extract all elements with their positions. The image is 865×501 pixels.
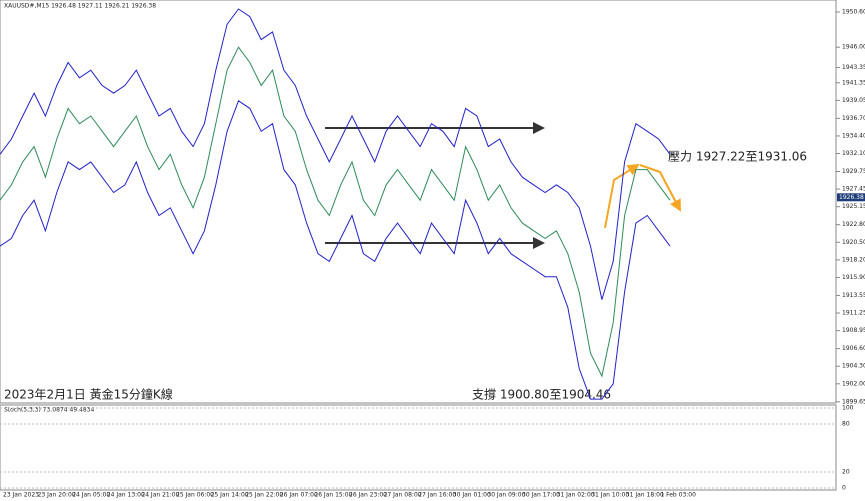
y-tick-label: 1939.05 — [842, 97, 865, 104]
y-tick-label: 1911.25 — [842, 310, 865, 317]
price-marker — [837, 193, 865, 202]
annotation: 支撐 1900.80至1904.46 — [472, 388, 611, 402]
x-tick-label: 27 Jan 16:00 — [418, 492, 456, 499]
price-line — [0, 8, 671, 300]
y-tick-label: 1904.30 — [842, 363, 865, 370]
stoch-line — [0, 420, 670, 476]
stoch-line — [0, 412, 670, 482]
x-tick-label: 23 Jan 20:00 — [38, 492, 76, 499]
y-tick-label: 1934.40 — [842, 132, 865, 139]
y-tick-label: 20 — [842, 469, 850, 476]
y-tick-label: 1950.60 — [842, 9, 865, 16]
y-tick-label: 80 — [842, 421, 850, 428]
x-tick-label: 26 Jan 23:00 — [349, 492, 387, 499]
x-tick-label: 24 Jan 05:00 — [72, 492, 110, 499]
y-tick-label: 1906.60 — [842, 345, 865, 352]
y-tick-label: 0 — [842, 485, 846, 492]
price-line — [0, 100, 671, 400]
arrow — [639, 164, 681, 212]
x-tick-label: 27 Jan 08:00 — [384, 492, 422, 499]
y-tick-label: 1902.00 — [842, 380, 865, 387]
y-tick-label: 1946.00 — [842, 44, 865, 51]
y-tick-label: 1929.75 — [842, 168, 865, 175]
y-tick-label: 1915.90 — [842, 274, 865, 281]
y-tick-label: 1927.45 — [842, 186, 865, 193]
stoch-title: Stoch(5,3,3) 73.0874 49.4834 — [4, 407, 95, 414]
x-tick-label: 24 Jan 13:00 — [107, 492, 145, 499]
x-tick-label: 26 Jan 15:00 — [314, 492, 352, 499]
caption: 2023年2月1日 黃金15分鐘K線 — [4, 387, 173, 402]
x-tick-label: 31 Jan 02:00 — [557, 492, 595, 499]
y-tick-label: 1908.95 — [842, 327, 865, 334]
x-tick-label: 30 Jan 01:00 — [453, 492, 491, 499]
y-tick-label: 1918.20 — [842, 256, 865, 263]
x-tick-label: 1 Feb 03:00 — [660, 492, 696, 499]
y-tick-label: 1936.70 — [842, 115, 865, 122]
x-tick-label: 26 Jan 07:00 — [280, 492, 318, 499]
x-tick-label: 25 Jan 22:00 — [245, 492, 283, 499]
x-tick-label: 30 Jan 09:00 — [487, 492, 525, 499]
y-tick-label: 1925.15 — [842, 203, 865, 210]
y-tick-label: 1899.65 — [842, 398, 865, 405]
x-tick-label: 25 Jan 06:00 — [176, 492, 214, 499]
y-tick-label: 100 — [842, 405, 854, 412]
arrow — [604, 163, 640, 229]
price-line — [0, 46, 671, 378]
stoch-pane — [0, 404, 837, 491]
y-tick-label: 1943.35 — [842, 64, 865, 71]
x-tick-label: 31 Jan 18:00 — [626, 492, 664, 499]
x-tick-label: 23 Jan 2023 — [3, 492, 39, 499]
x-tick-label: 30 Jan 17:00 — [522, 492, 560, 499]
x-tick-label: 24 Jan 21:00 — [141, 492, 179, 499]
y-tick-label: 1941.35 — [842, 79, 865, 86]
price-label: 1926.38 — [839, 194, 864, 201]
x-tick-label: 25 Jan 14:00 — [211, 492, 249, 499]
annotation: 壓力 1927.22至1931.06 — [668, 150, 807, 164]
y-tick-label: 1932.10 — [842, 150, 865, 157]
price-pane — [0, 0, 837, 404]
x-tick-label: 31 Jan 10:00 — [591, 492, 629, 499]
y-tick-label: 1920.50 — [842, 239, 865, 246]
y-tick-label: 1922.80 — [842, 221, 865, 228]
y-tick-label: 1913.55 — [842, 292, 865, 299]
chart-title: XAUUSD#,M15 1926.48 1927.11 1926.21 1926… — [4, 3, 156, 10]
